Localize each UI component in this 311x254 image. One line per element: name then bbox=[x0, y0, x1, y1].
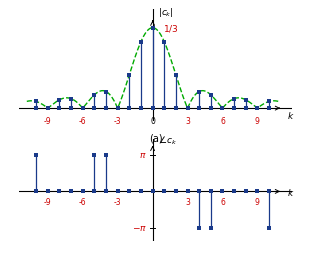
Text: $k$: $k$ bbox=[286, 186, 294, 197]
Text: $k$: $k$ bbox=[286, 110, 294, 121]
Text: -6: -6 bbox=[79, 116, 86, 125]
Text: -9: -9 bbox=[44, 197, 52, 206]
Text: (b): (b) bbox=[149, 253, 162, 254]
Text: 3: 3 bbox=[185, 116, 190, 125]
Text: 9: 9 bbox=[255, 197, 260, 206]
Text: $|c_k|$: $|c_k|$ bbox=[158, 6, 174, 19]
Text: -6: -6 bbox=[79, 197, 86, 206]
Text: 9: 9 bbox=[255, 116, 260, 125]
Text: (a): (a) bbox=[149, 133, 162, 143]
Text: $\pi$: $\pi$ bbox=[139, 151, 147, 160]
Text: 6: 6 bbox=[220, 116, 225, 125]
Text: 0: 0 bbox=[150, 116, 155, 125]
Text: -3: -3 bbox=[114, 116, 122, 125]
Text: -3: -3 bbox=[114, 197, 122, 206]
Text: -9: -9 bbox=[44, 116, 52, 125]
Text: $-\pi$: $-\pi$ bbox=[132, 224, 147, 232]
Text: $1/3$: $1/3$ bbox=[163, 23, 179, 34]
Text: 3: 3 bbox=[185, 197, 190, 206]
Text: $\angle c_k$: $\angle c_k$ bbox=[158, 134, 177, 147]
Text: 6: 6 bbox=[220, 197, 225, 206]
